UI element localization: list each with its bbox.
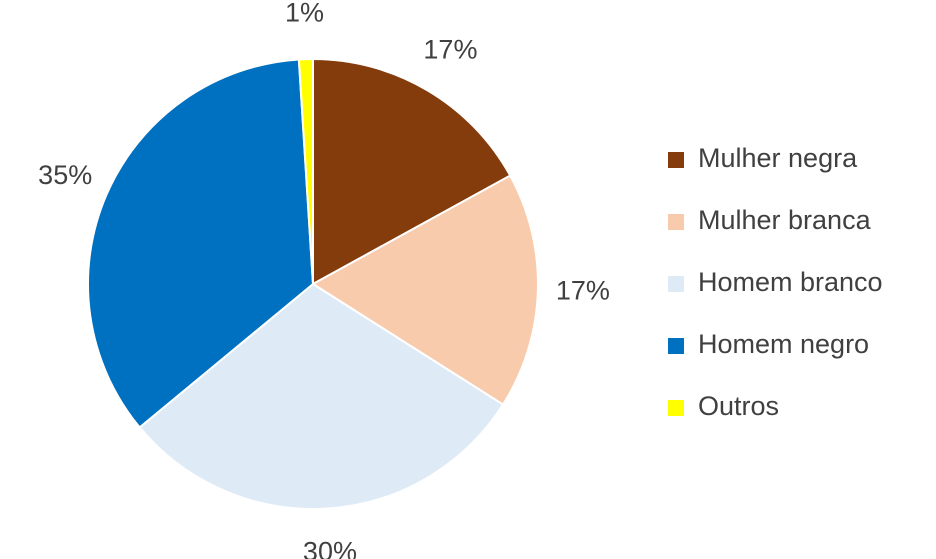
legend-label: Outros: [698, 391, 779, 421]
data-label: 35%: [38, 160, 92, 190]
legend-label: Homem negro: [698, 329, 869, 359]
legend-swatch: [668, 152, 684, 168]
legend-label: Homem branco: [698, 267, 883, 297]
legend-label: Mulher negra: [698, 143, 858, 173]
data-label: 17%: [423, 35, 477, 65]
legend-swatch: [668, 338, 684, 354]
pie-slice: [311, 174, 539, 406]
data-label: 1%: [285, 0, 324, 27]
pie-slice: [312, 57, 512, 286]
data-label: 30%: [303, 537, 357, 559]
pie-slice: [297, 57, 314, 285]
pie-slice: [87, 58, 315, 429]
legend-swatch: [668, 276, 684, 292]
pie-slice: [138, 282, 505, 510]
legend-swatch: [668, 214, 684, 230]
data-label: 17%: [556, 276, 610, 306]
legend-swatch: [668, 400, 684, 416]
legend-label: Mulher branca: [698, 205, 872, 235]
